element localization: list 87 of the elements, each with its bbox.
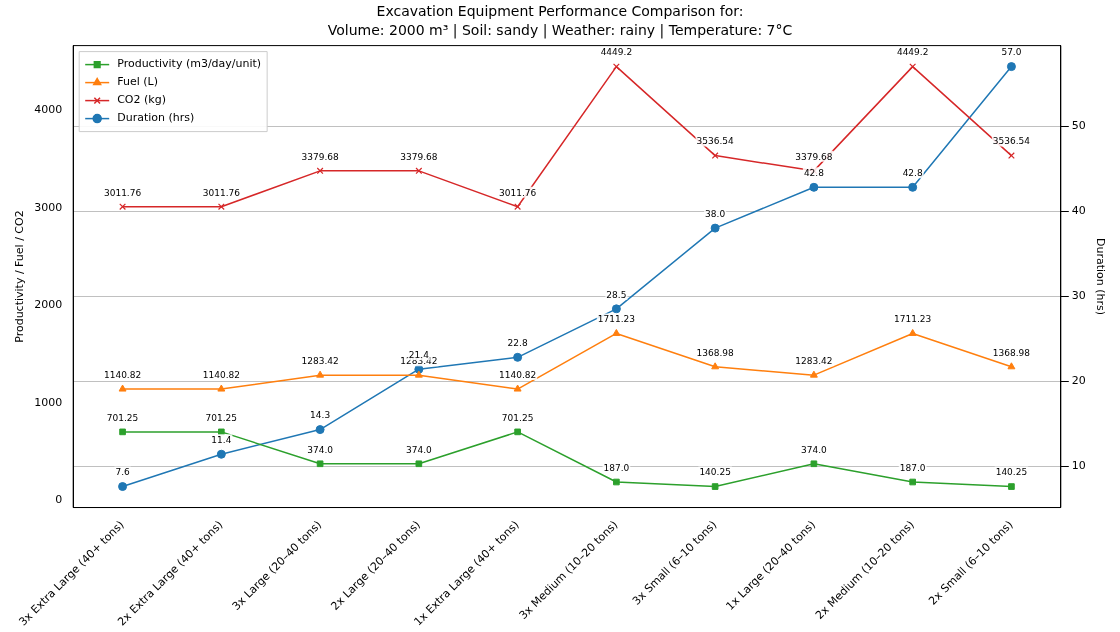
- point: [216, 449, 226, 459]
- data-label: 374.0: [801, 444, 828, 455]
- y2-axis-title: Duration (hrs): [1093, 238, 1107, 316]
- point: [414, 370, 423, 378]
- point: [513, 352, 523, 362]
- data-label: 4449.2: [896, 47, 929, 58]
- data-label: 4449.2: [600, 47, 633, 58]
- data-label: 374.0: [307, 444, 334, 455]
- data-label: 187.0: [603, 462, 630, 473]
- y2-tick-label: 40: [1071, 203, 1086, 217]
- point: [217, 384, 226, 392]
- point: [711, 362, 720, 370]
- point: [810, 460, 818, 468]
- point: [119, 203, 126, 211]
- y2-tick-label: 20: [1071, 373, 1086, 387]
- point: [611, 304, 621, 314]
- point: [315, 425, 325, 435]
- data-label: 701.25: [106, 412, 139, 423]
- data-label: 3011.76: [202, 187, 241, 198]
- point: [513, 384, 522, 392]
- y-tick-label: 1000: [34, 395, 63, 409]
- legend-label: CO2 (kg): [117, 93, 166, 107]
- data-label: 3536.54: [992, 136, 1031, 147]
- point: [1007, 362, 1016, 370]
- data-label: 3379.68: [795, 151, 833, 162]
- point: [908, 182, 918, 192]
- data-label: 1368.98: [992, 347, 1031, 358]
- point: [415, 460, 423, 468]
- point: [809, 370, 818, 378]
- data-label: 42.8: [803, 168, 825, 179]
- data-label: 38.0: [705, 208, 726, 219]
- point: [710, 223, 720, 233]
- y2-tick-label: 10: [1071, 459, 1086, 472]
- point: [316, 370, 325, 378]
- chart-subtitle: Volume: 2000 m³ | Soil: sandy | Weather: rainy | Temperature: 7°C: [327, 21, 793, 39]
- y2-tick-label: 50: [1071, 118, 1086, 132]
- data-label: 42.8: [902, 168, 923, 179]
- data-label: 3011.76: [103, 187, 142, 198]
- point: [1006, 62, 1016, 72]
- data-label: 14.3: [310, 410, 331, 421]
- data-label: 701.25: [501, 412, 534, 423]
- point: [711, 483, 719, 490]
- data-label: 3379.68: [301, 151, 339, 162]
- point: [909, 478, 916, 486]
- point: [514, 203, 522, 211]
- data-label: 57.0: [1001, 47, 1022, 58]
- y2-tick-label: 30: [1071, 288, 1086, 302]
- y-tick-label: 3000: [34, 200, 63, 214]
- chart-title: Excavation Equipment Performance Comparison for:: [376, 3, 744, 20]
- data-label: 1140.82: [202, 369, 240, 380]
- point: [908, 328, 917, 336]
- point: [118, 384, 127, 392]
- legend-label: Productivity (m3/day/unit): [117, 57, 262, 71]
- data-label: 187.0: [899, 462, 926, 473]
- point: [613, 478, 620, 486]
- data-label: 3011.76: [499, 187, 537, 198]
- point: [316, 460, 324, 468]
- point: [711, 152, 719, 159]
- point: [612, 328, 621, 336]
- data-label: 11.4: [211, 435, 232, 446]
- data-label: 140.25: [995, 467, 1028, 478]
- point: [118, 482, 128, 492]
- data-label: 701.25: [205, 412, 238, 423]
- point: [514, 428, 521, 436]
- legend-label: Fuel (L): [117, 75, 158, 89]
- point: [1008, 483, 1015, 490]
- data-label: 140.25: [699, 467, 731, 478]
- data-label: 1140.82: [103, 369, 142, 380]
- data-label: 3536.54: [696, 136, 735, 147]
- y-tick-label: 4000: [34, 103, 63, 117]
- data-label: 1711.23: [597, 314, 635, 325]
- data-label: 3379.68: [400, 151, 438, 162]
- data-label: 1140.82: [499, 369, 537, 380]
- data-label: 22.8: [507, 338, 528, 349]
- point: [119, 428, 126, 436]
- legend-label: Duration (hrs): [117, 111, 195, 125]
- data-label: 7.6: [115, 467, 130, 478]
- y-axis-title: Productivity / Fuel / CO2: [13, 210, 27, 343]
- data-label: 1368.98: [696, 347, 735, 358]
- data-label: 1283.42: [301, 355, 339, 366]
- y-tick-label: 2000: [34, 298, 63, 312]
- data-label: 28.5: [606, 289, 627, 300]
- data-label: 1283.42: [795, 355, 833, 366]
- y-tick-label: 0: [55, 493, 63, 507]
- data-label: 374.0: [405, 444, 433, 455]
- point: [809, 182, 819, 192]
- data-label: 1711.23: [894, 314, 932, 325]
